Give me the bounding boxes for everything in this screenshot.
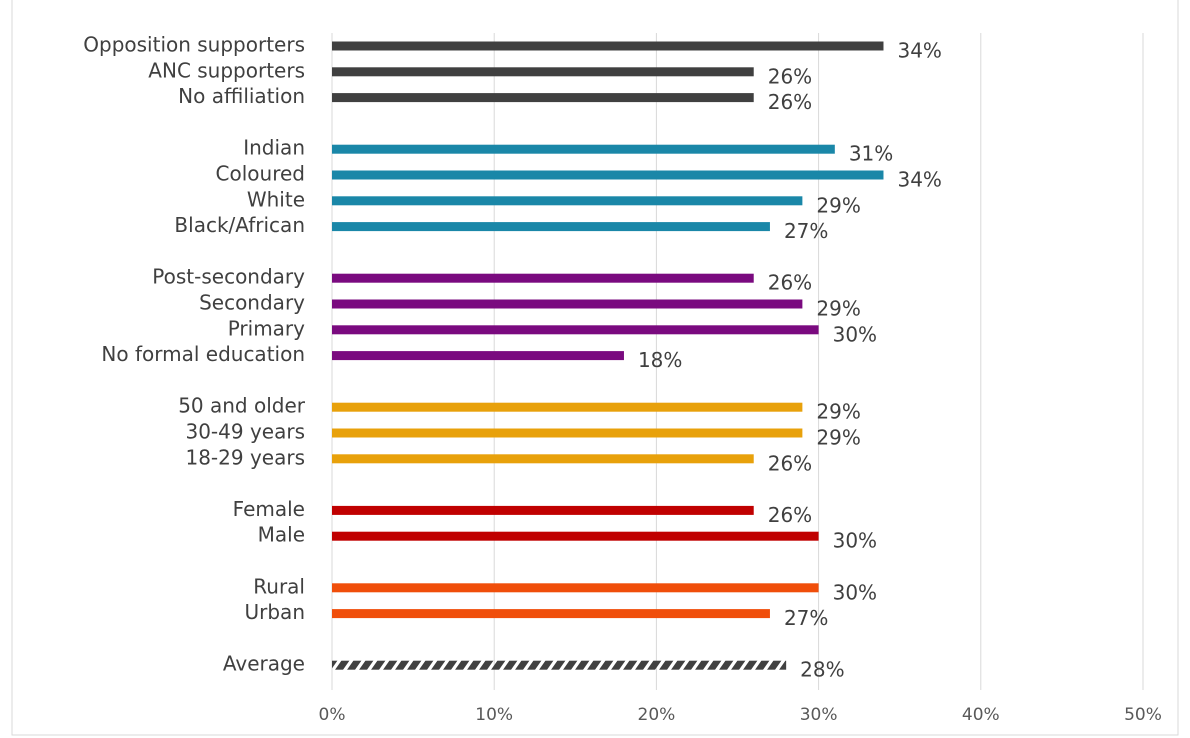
marks: [332, 41, 884, 670]
category-label: No formal education: [101, 342, 305, 366]
bar: [332, 41, 884, 51]
value-label: 29%: [816, 400, 860, 424]
category-label: 50 and older: [178, 394, 306, 418]
category-label: Indian: [243, 136, 305, 160]
bar: [332, 428, 803, 438]
category-label: Rural: [253, 574, 305, 598]
bar: [332, 299, 803, 309]
category-label: Post-secondary: [152, 265, 305, 289]
bar: [332, 609, 770, 619]
value-label: 34%: [897, 168, 941, 192]
x-tick-label: 30%: [800, 705, 838, 725]
value-label: 34%: [897, 39, 941, 63]
bar: [332, 351, 624, 361]
bar: [332, 325, 819, 335]
category-label: No affiliation: [178, 84, 305, 108]
x-tick-label: 50%: [1124, 705, 1162, 725]
grid: [331, 33, 1144, 690]
bar: [332, 196, 803, 206]
x-tick-label: 40%: [962, 705, 1000, 725]
value-label: 27%: [784, 219, 828, 243]
category-label: ANC supporters: [148, 58, 305, 82]
value-label: 27%: [784, 606, 828, 630]
chart-frame: [11, 0, 1179, 736]
category-label: Average: [223, 652, 305, 676]
value-label: 30%: [833, 322, 877, 346]
x-tick-label: 20%: [638, 705, 676, 725]
value-label: 31%: [849, 142, 893, 166]
category-label: 18-29 years: [185, 445, 305, 469]
bar: [332, 660, 787, 670]
x-tick-label: 0%: [319, 705, 346, 725]
value-label: 26%: [768, 90, 812, 114]
bar: [332, 583, 819, 593]
value-label: 26%: [768, 271, 812, 295]
category-label: Male: [258, 523, 305, 547]
category-label: Female: [233, 497, 305, 521]
bar: [332, 402, 803, 412]
bar: [332, 144, 835, 154]
value-label: 28%: [800, 658, 844, 682]
value-label: 29%: [816, 193, 860, 217]
bar: [332, 273, 754, 283]
value-label: 30%: [833, 580, 877, 604]
bar: [332, 67, 754, 77]
category-label: Secondary: [199, 291, 305, 315]
category-label: White: [247, 187, 305, 211]
value-label: 30%: [833, 529, 877, 553]
value-label: 26%: [768, 64, 812, 88]
bar: [332, 531, 819, 541]
category-label: Urban: [245, 600, 306, 624]
category-label: Black/African: [174, 213, 305, 237]
category-label: 30-49 years: [185, 420, 305, 444]
bar: [332, 93, 754, 103]
value-label: 26%: [768, 451, 812, 475]
bar: [332, 454, 754, 464]
bar: [332, 170, 884, 180]
bar: [332, 222, 770, 232]
value-label: 18%: [638, 348, 682, 372]
x-tick-label: 10%: [475, 705, 513, 725]
category-label: Opposition supporters: [83, 33, 305, 57]
value-label: 29%: [816, 297, 860, 321]
value-label: 26%: [768, 503, 812, 527]
value-label: 29%: [816, 426, 860, 450]
category-label: Coloured: [216, 162, 305, 186]
category-label: Primary: [228, 316, 305, 340]
bar: [332, 505, 754, 515]
